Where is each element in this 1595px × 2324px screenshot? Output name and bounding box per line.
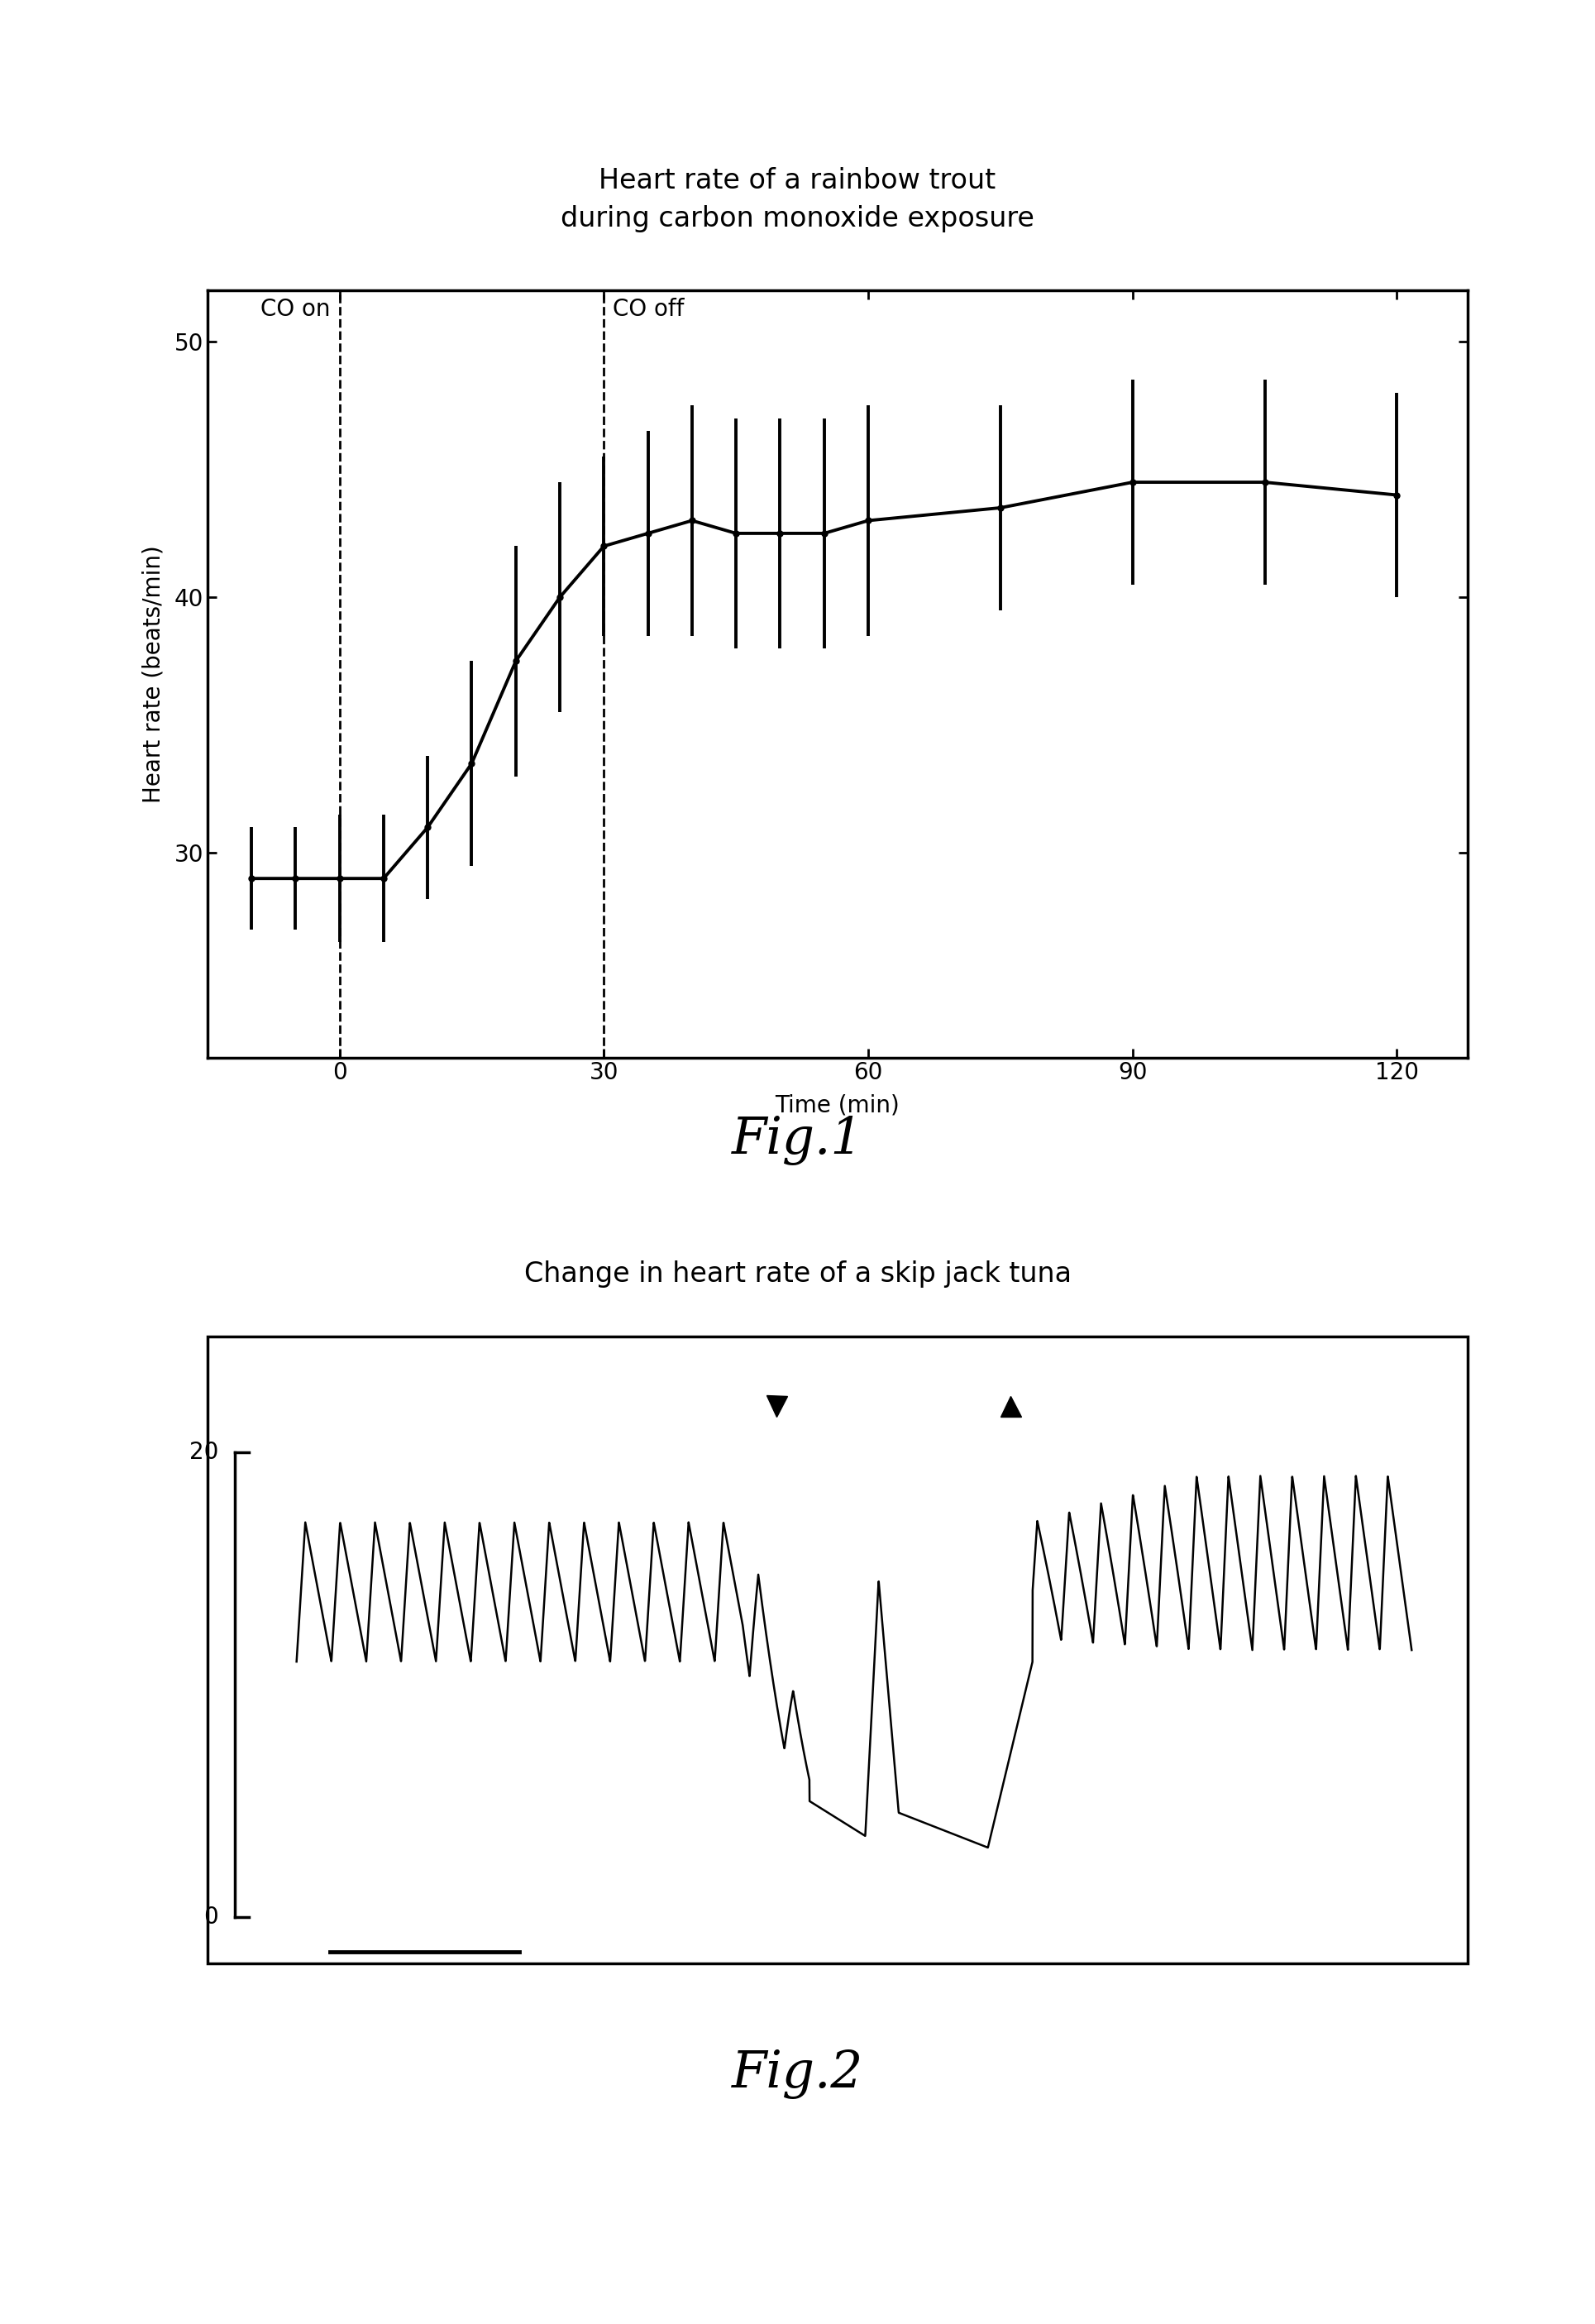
Text: Change in heart rate of a skip jack tuna: Change in heart rate of a skip jack tuna — [523, 1260, 1072, 1287]
Text: Fig.2: Fig.2 — [732, 2050, 863, 2099]
Text: CO off: CO off — [612, 297, 684, 321]
Text: 0: 0 — [204, 1906, 219, 1929]
Text: CO on: CO on — [262, 297, 330, 321]
X-axis label: Time (min): Time (min) — [775, 1095, 900, 1118]
Text: Fig.1: Fig.1 — [732, 1116, 863, 1164]
Text: Heart rate of a rainbow trout
during carbon monoxide exposure: Heart rate of a rainbow trout during car… — [561, 167, 1034, 232]
Text: 20: 20 — [190, 1441, 219, 1464]
Y-axis label: Heart rate (beats/min): Heart rate (beats/min) — [142, 546, 164, 802]
